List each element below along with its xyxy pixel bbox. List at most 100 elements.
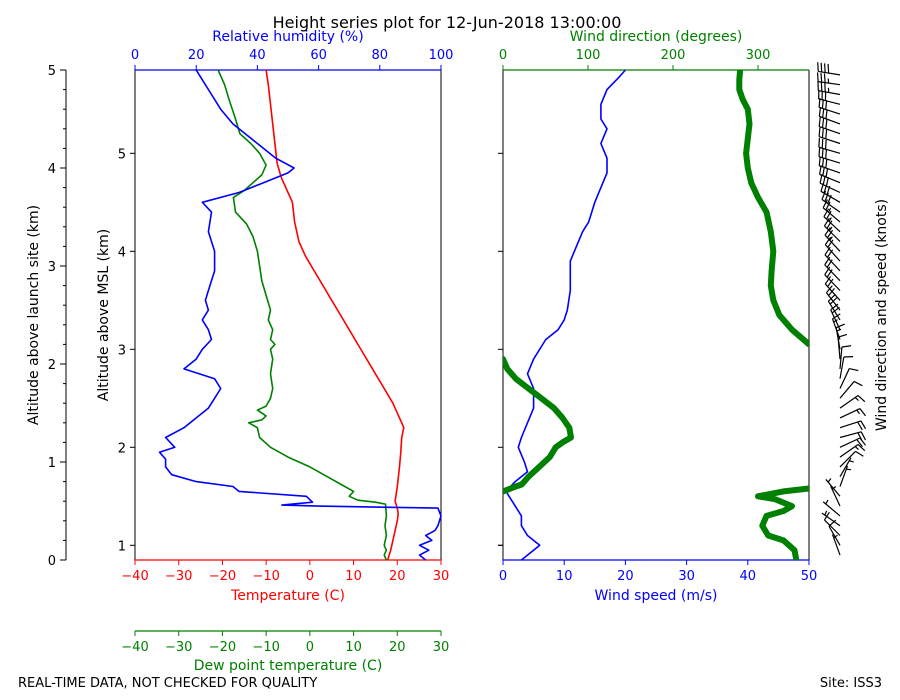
wind-barb-staff [839,356,845,379]
wind-barb-staff [819,115,841,125]
wind-barb-full [821,118,825,128]
msl-axis-tick-label: 1 [118,539,126,554]
wind-speed-axis-tick-label: 40 [740,569,757,584]
wind-barb-full [826,220,833,229]
wind-barb-staff [818,70,841,76]
wind-barb-staff [820,190,841,203]
wind-barb-staff [839,394,859,409]
wind-barb [839,420,867,431]
wind-barb-full [825,210,832,220]
wind-barb-full [860,420,867,430]
wind-barb [839,394,866,409]
wind-barb-full [824,266,831,276]
wind-barb-staff [839,381,855,399]
wind-barb-full [818,156,821,166]
wind-barb [823,208,841,233]
wind-barb-full [857,395,866,403]
wind-barb-full [827,239,834,248]
wind-barb-staff [819,125,841,135]
wind-barb-full [827,278,834,287]
wind-barb-full [832,313,841,320]
outer-axis-tick-label: 1 [48,456,56,471]
dewpoint-axis-label: Dew point temperature (C) [194,658,383,674]
wind-barb-full [818,127,821,137]
wind-barb-staff [824,274,841,291]
wind-barb-full [823,217,830,227]
msl-axis-tick-label: 2 [118,441,126,456]
wind-barb-staff [818,98,841,105]
wind-barb-label: Wind direction and speed (knots) [874,199,890,431]
wind-barb-half [828,226,833,232]
wind-barb-staff [822,501,841,517]
wind-barb [825,478,841,497]
wind-barb-half [833,534,838,539]
dewpoint-axis-tick-label: −30 [165,640,192,655]
wind-direction-axis-tick-label: 0 [499,48,507,63]
wind-barb-staff [821,198,841,213]
wind-barb-full [817,62,819,72]
temperature-axis-tick-label: −10 [252,569,279,584]
wind-barb [818,147,841,164]
dewpoint-line [217,69,388,561]
outer-y-label: Altitude above launch site (km) [26,205,42,425]
wind-barb [821,510,841,527]
wind-barb [818,127,841,145]
outer-axis-tick-label: 3 [48,260,56,275]
wind-barb-full [841,345,852,348]
wind-barb [817,81,841,96]
wind-barb-half [828,217,832,222]
msl-axis-tick-label: 5 [118,147,126,162]
wind-barb-staff [825,292,841,311]
wind-barb-full [824,63,826,73]
wind-barb-staff [830,309,841,330]
outer-axis-tick-label: 0 [48,554,56,569]
wind-speed-axis-tick-label: 30 [678,569,695,584]
wind-barb [819,174,841,194]
wind-barb-staff [823,216,841,233]
wind-barb-full [820,72,823,83]
dewpoint-axis-tick-label: −10 [252,640,279,655]
wind-barb-staff [839,420,862,429]
wind-barb-full [849,367,859,372]
wind-barb-staff [819,173,841,184]
humidity-axis-tick-label: 100 [429,48,454,63]
wind-barb [839,356,854,379]
launch-site-altitude-axis: 0 1 2 3 4 5 [48,64,67,569]
wind-barb-full [822,199,828,209]
dewpoint-axis-tick-label: 0 [306,640,314,655]
wind-barb-full [857,421,863,431]
wind-direction-group [503,70,809,560]
wind-barb-staff [839,408,861,419]
wind-barb [818,98,841,115]
wind-barb-full [826,269,833,278]
wind-barb-full [818,117,821,127]
wind-barb-full [859,408,867,417]
wind-barb-staff [819,165,841,174]
temperature-axis-tick-label: −20 [209,569,236,584]
wind-barb-full [856,439,863,448]
wind-barb-full [827,63,830,74]
wind-barb-full [825,119,828,129]
wind-barb-full [825,158,828,169]
wind-barb-full [821,99,824,109]
wind-barb-half [831,486,837,490]
wind-barb-full [821,148,824,158]
wind-barb-half [824,510,828,516]
wind-barb-full [825,167,829,178]
outer-axis-tick-label: 5 [48,64,56,79]
wind-barb [822,499,841,517]
wind-barb-staff [828,525,841,546]
thermo-panel: 1 2 3 4 5 −40 −30 −20 −10 0 10 20 30 −40 −30 −20 −10 0 10 2… [118,48,454,655]
wind-barb-full [818,107,822,117]
wind-barb-staff [822,207,841,223]
wind-speed-line [505,69,626,561]
wind-barb-staff [831,318,841,340]
wind-barb-full [822,166,825,176]
wind-direction-line [736,70,809,348]
humidity-axis-tick-label: 0 [131,48,139,63]
wind-speed-axis-tick-label: 50 [801,569,818,584]
wind-barb-staff [824,283,841,301]
wind-barb [818,107,841,125]
wind-barb-half [825,499,829,505]
